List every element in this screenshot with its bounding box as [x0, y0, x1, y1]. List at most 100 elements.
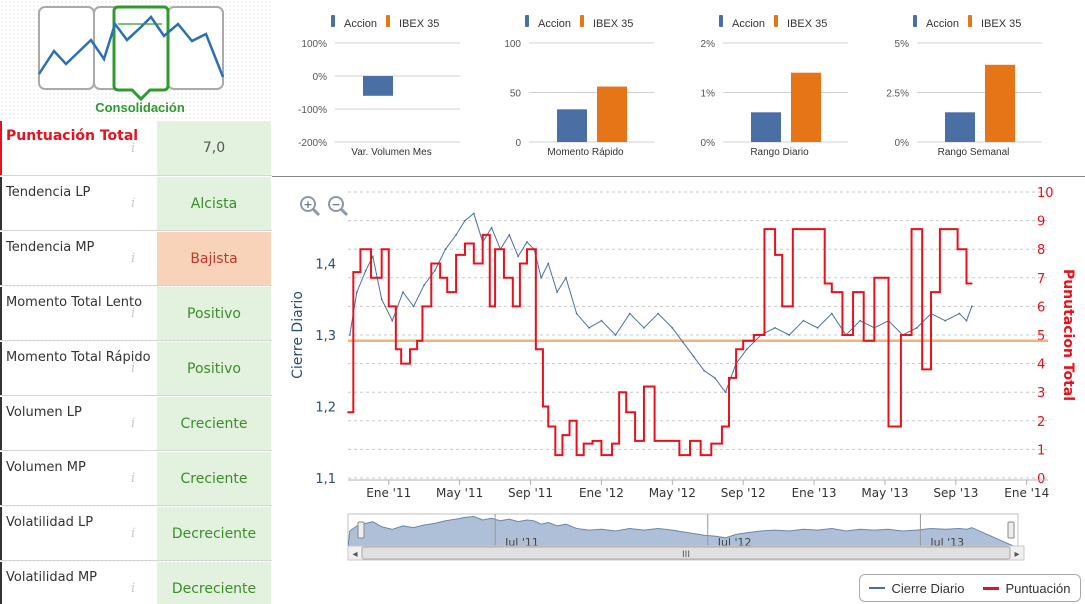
- scroll-left-icon[interactable]: ◂: [352, 549, 357, 560]
- chart-legend: Cierre Diario Puntuación: [859, 574, 1081, 602]
- x-tick-label: Ene '13: [792, 486, 837, 500]
- price-point: [355, 291, 358, 293]
- zoom-handle: [311, 207, 321, 217]
- accion-bar: [751, 112, 781, 142]
- indicator-label: Momento Total Lento: [0, 287, 158, 340]
- indicator-label: Volumen MP: [0, 452, 158, 505]
- score-point: [575, 454, 578, 456]
- y-tick-label: 2%: [701, 39, 716, 50]
- score-point: [611, 442, 613, 445]
- right-tick-label: 5: [1037, 329, 1045, 344]
- x-tick-label: Sep '11: [508, 486, 553, 500]
- price-point: [628, 312, 631, 315]
- info-icon[interactable]: i: [131, 416, 136, 431]
- bar-chart-volume: Accion IBEX 35 100% 0% -100% -200% Var. Volume…: [298, 15, 460, 158]
- navigator-handle-left[interactable]: [357, 521, 365, 539]
- right-axis-title: Punutacion Total: [1060, 269, 1076, 401]
- zoom-in-icon[interactable]: +: [300, 196, 321, 217]
- indicator-value: Creciente: [157, 452, 271, 505]
- info-icon[interactable]: i: [131, 526, 136, 541]
- price-point: [508, 234, 511, 236]
- score-point: [400, 362, 402, 365]
- right-tick-label: 2: [1037, 415, 1045, 430]
- legend-item-price[interactable]: Cierre Diario: [869, 581, 964, 596]
- score-point: [464, 242, 466, 245]
- legend-line-price-icon: [869, 587, 886, 589]
- score-panel: Consolidación Puntuación Total i 7,0 Tenden…: [0, 0, 272, 604]
- price-point: [802, 319, 805, 322]
- price-point: [713, 377, 716, 379]
- zoom-out-icon[interactable]: −: [328, 196, 349, 217]
- info-icon[interactable]: i: [131, 251, 136, 266]
- indicator-label: Volatilidad LP: [0, 507, 158, 560]
- indicator-value: Creciente: [157, 397, 271, 450]
- legend-marker-icon: [580, 15, 584, 27]
- logo-trend-line: [37, 15, 225, 78]
- ibex-bar: [985, 64, 1015, 142]
- info-icon[interactable]: i: [131, 306, 136, 321]
- right-tick-label: 3: [1037, 386, 1045, 401]
- price-series-line: [349, 212, 973, 394]
- score-point: [416, 339, 418, 342]
- bar-chart-title: Var. Volumen Mes: [351, 147, 431, 158]
- bar-legend-label: Accion: [344, 18, 377, 30]
- score-point: [742, 339, 744, 342]
- score-point: [900, 334, 902, 336]
- bar-chart-daily-range: Accion IBEX 35 2% 1% 0% Rango Diario: [701, 15, 848, 158]
- consolidation-logo: [37, 5, 225, 102]
- score-point: [862, 339, 865, 342]
- price-point: [433, 269, 436, 272]
- score-point: [965, 282, 968, 285]
- scroll-right-icon[interactable]: ▸: [1014, 549, 1019, 560]
- indicator-row: Volumen MP i Creciente: [0, 452, 272, 506]
- bar-legend-label: Accion: [538, 18, 571, 30]
- bar-chart-title: Rango Semanal: [938, 147, 1010, 158]
- price-point: [657, 312, 660, 315]
- indicator-value: Decreciente: [157, 507, 271, 560]
- price-point: [682, 341, 684, 344]
- y-tick-label: 1%: [701, 89, 716, 100]
- y-tick-label: -100%: [298, 105, 327, 116]
- y-tick-label: 2.5%: [886, 89, 909, 100]
- score-point: [535, 348, 537, 351]
- indicator-value: Positivo: [157, 287, 271, 340]
- score-point: [512, 305, 514, 308]
- indicator-row: Volatilidad MP i Decreciente: [0, 562, 272, 604]
- score-point: [816, 228, 819, 230]
- left-tick-label: 1,3: [315, 329, 336, 344]
- scrollbar-thumb[interactable]: [361, 546, 1011, 560]
- score-point: [582, 442, 585, 445]
- info-icon[interactable]: i: [131, 196, 136, 211]
- score-point: [753, 334, 755, 336]
- score-point: [488, 305, 491, 308]
- navigator-handle-right[interactable]: [1007, 521, 1015, 539]
- bar-legend-label: Accion: [926, 18, 959, 30]
- info-icon[interactable]: i: [131, 361, 136, 376]
- score-point: [852, 291, 854, 293]
- score-point: [970, 282, 973, 285]
- zoom-glyph: +: [303, 198, 312, 211]
- zoom-lens: [328, 196, 344, 212]
- price-point: [724, 391, 727, 394]
- score-point: [689, 440, 691, 442]
- score-point: [887, 425, 890, 428]
- indicator-row: Tendencia MP i Bajista: [0, 232, 272, 286]
- score-point: [634, 440, 636, 442]
- right-tick-label: 9: [1037, 215, 1045, 230]
- info-icon[interactable]: i: [131, 581, 136, 596]
- price-point: [575, 312, 578, 315]
- legend-item-score[interactable]: Puntuación: [983, 581, 1071, 596]
- score-point: [387, 305, 390, 308]
- accion-bar: [363, 76, 393, 96]
- score-point: [568, 420, 571, 422]
- info-icon[interactable]: i: [131, 471, 136, 486]
- info-icon[interactable]: i: [131, 140, 136, 156]
- y-tick-label: 0%: [313, 72, 328, 83]
- price-point: [464, 219, 466, 222]
- zoom-lens: [300, 196, 316, 212]
- price-point: [830, 312, 833, 315]
- score-point: [409, 348, 411, 351]
- x-tick-label: Sep '13: [933, 486, 978, 500]
- indicator-row: Tendencia LP i Alcista: [0, 177, 272, 231]
- price-point: [703, 369, 706, 372]
